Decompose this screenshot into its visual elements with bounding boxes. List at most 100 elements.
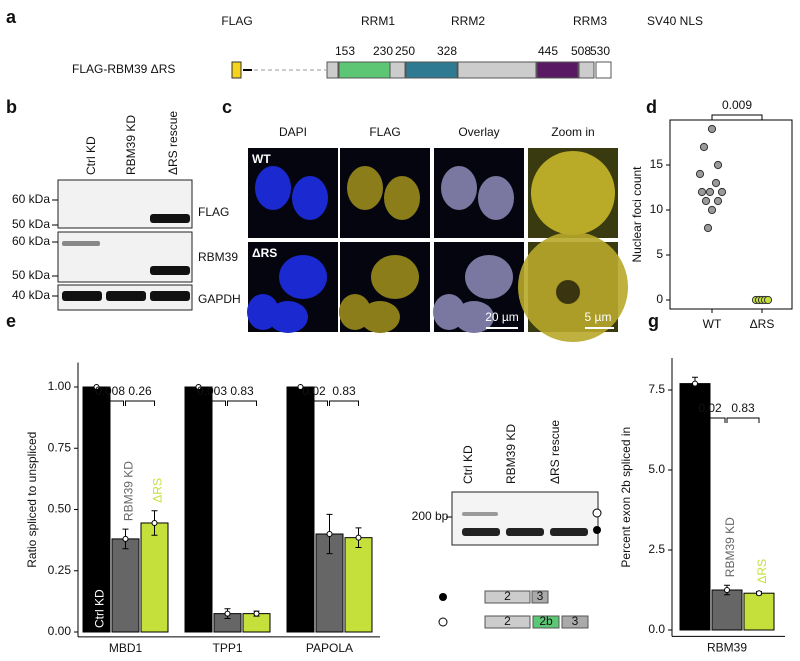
nucleus bbox=[255, 166, 291, 210]
y-axis-label: Nuclear foci count bbox=[630, 166, 644, 263]
band bbox=[462, 512, 498, 516]
unspliced-mark bbox=[592, 508, 602, 518]
band bbox=[150, 266, 190, 275]
significance-bracket bbox=[227, 400, 257, 406]
band bbox=[462, 528, 500, 536]
lane-label: RBM39 KD bbox=[124, 115, 138, 175]
bar bbox=[743, 592, 775, 631]
y-tick-label: 2.5 bbox=[648, 542, 665, 556]
exon bbox=[561, 615, 589, 629]
mean-dot bbox=[355, 534, 362, 541]
bar bbox=[111, 538, 140, 633]
row-label: WT bbox=[252, 152, 271, 166]
domain-feature: RRM1 bbox=[361, 14, 395, 28]
y-tick-label: 1.00 bbox=[48, 379, 72, 393]
nucleus bbox=[478, 176, 514, 220]
nucleus bbox=[371, 255, 419, 299]
exon-label: 2 bbox=[504, 614, 511, 628]
bar bbox=[82, 386, 111, 633]
exon-label: 2 bbox=[504, 589, 511, 603]
point bbox=[713, 160, 723, 170]
significance-bracket bbox=[198, 400, 226, 406]
y-tick-label: 0.25 bbox=[48, 563, 72, 577]
marker-label: 50 kDa bbox=[12, 268, 50, 282]
nucleus bbox=[339, 294, 371, 330]
p-value: 0.009 bbox=[722, 98, 752, 112]
zoom-nucleus bbox=[531, 151, 615, 235]
domain-box bbox=[338, 61, 391, 79]
y-axis-label: Percent exon 2b spliced in bbox=[619, 427, 633, 568]
point bbox=[707, 124, 717, 134]
channel-label: DAPI bbox=[279, 125, 307, 139]
panel-label: e bbox=[6, 311, 16, 331]
nucleus bbox=[279, 255, 327, 299]
band bbox=[150, 214, 190, 223]
panel-label: b bbox=[6, 97, 17, 117]
domain-position: 250 bbox=[395, 44, 415, 58]
band bbox=[62, 241, 100, 246]
domain-box bbox=[389, 61, 406, 79]
legend-label: ΔRS bbox=[755, 559, 769, 584]
domain-feature: FLAG bbox=[221, 14, 252, 28]
domain-feature: RRM3 bbox=[573, 14, 607, 28]
domain-box bbox=[326, 61, 339, 79]
x-tick-label: WT bbox=[703, 317, 722, 331]
x-tick-label: TPP1 bbox=[212, 641, 242, 655]
nucleus bbox=[347, 166, 383, 210]
exon-label: 2b bbox=[539, 614, 553, 628]
p-value: 0.008 bbox=[95, 384, 125, 398]
plot-frame bbox=[669, 119, 793, 310]
p-value: 0.26 bbox=[128, 384, 152, 398]
panel-label: g bbox=[648, 311, 659, 331]
domain-box bbox=[457, 61, 537, 79]
y-tick-label: 0.75 bbox=[48, 440, 72, 454]
domain-box bbox=[405, 61, 458, 79]
mean-dot bbox=[151, 519, 158, 526]
exon-label: 3 bbox=[537, 589, 544, 603]
domain-box bbox=[536, 61, 579, 79]
significance-bracket bbox=[694, 417, 726, 423]
mean-dot bbox=[326, 531, 333, 537]
mean-dot bbox=[122, 535, 129, 542]
marker-label: 40 kDa bbox=[12, 288, 50, 302]
legend-label: ΔRS bbox=[151, 478, 165, 503]
mean-dot bbox=[756, 590, 762, 597]
y-tick-label: 10 bbox=[650, 202, 664, 216]
bar bbox=[711, 589, 743, 631]
point bbox=[705, 187, 715, 197]
bar bbox=[140, 522, 169, 633]
p-value: 0.83 bbox=[731, 401, 755, 415]
significance-bracket bbox=[125, 400, 155, 406]
domain-position: 328 bbox=[437, 44, 457, 58]
bar bbox=[286, 386, 315, 633]
mean-dot bbox=[724, 587, 730, 593]
significance-bracket bbox=[96, 400, 124, 406]
lane-label: ΔRS rescue bbox=[548, 420, 562, 484]
mean-dot bbox=[93, 384, 100, 390]
nucleolus bbox=[556, 280, 580, 304]
x-tick-label: RBM39 bbox=[707, 641, 747, 655]
lane-label: Ctrl KD bbox=[84, 136, 98, 175]
mean-dot bbox=[224, 610, 231, 617]
x-tick-label: ΔRS bbox=[750, 317, 775, 331]
channel-label: Zoom in bbox=[551, 125, 594, 139]
domain-position: 530 bbox=[590, 44, 610, 58]
band bbox=[506, 528, 544, 536]
nucleus bbox=[465, 255, 513, 299]
gel-marker: 200 bp bbox=[412, 509, 449, 523]
domain-position: 230 bbox=[373, 44, 393, 58]
y-tick-label: 0.50 bbox=[48, 502, 72, 516]
spliced-mark bbox=[439, 593, 447, 601]
panel-label: c bbox=[222, 97, 232, 117]
domain-box bbox=[595, 61, 612, 79]
y-tick-label: 7.5 bbox=[648, 382, 665, 396]
domain-feature: SV40 NLS bbox=[647, 14, 703, 28]
x-tick-label: MBD1 bbox=[109, 641, 143, 655]
point bbox=[703, 223, 713, 233]
y-tick-label: 5.0 bbox=[648, 462, 665, 476]
x-tick-label: PAPOLA bbox=[306, 641, 353, 655]
p-value: 0.83 bbox=[332, 384, 356, 398]
exon bbox=[531, 590, 549, 604]
p-value: 0.003 bbox=[197, 384, 227, 398]
bar bbox=[679, 383, 711, 631]
